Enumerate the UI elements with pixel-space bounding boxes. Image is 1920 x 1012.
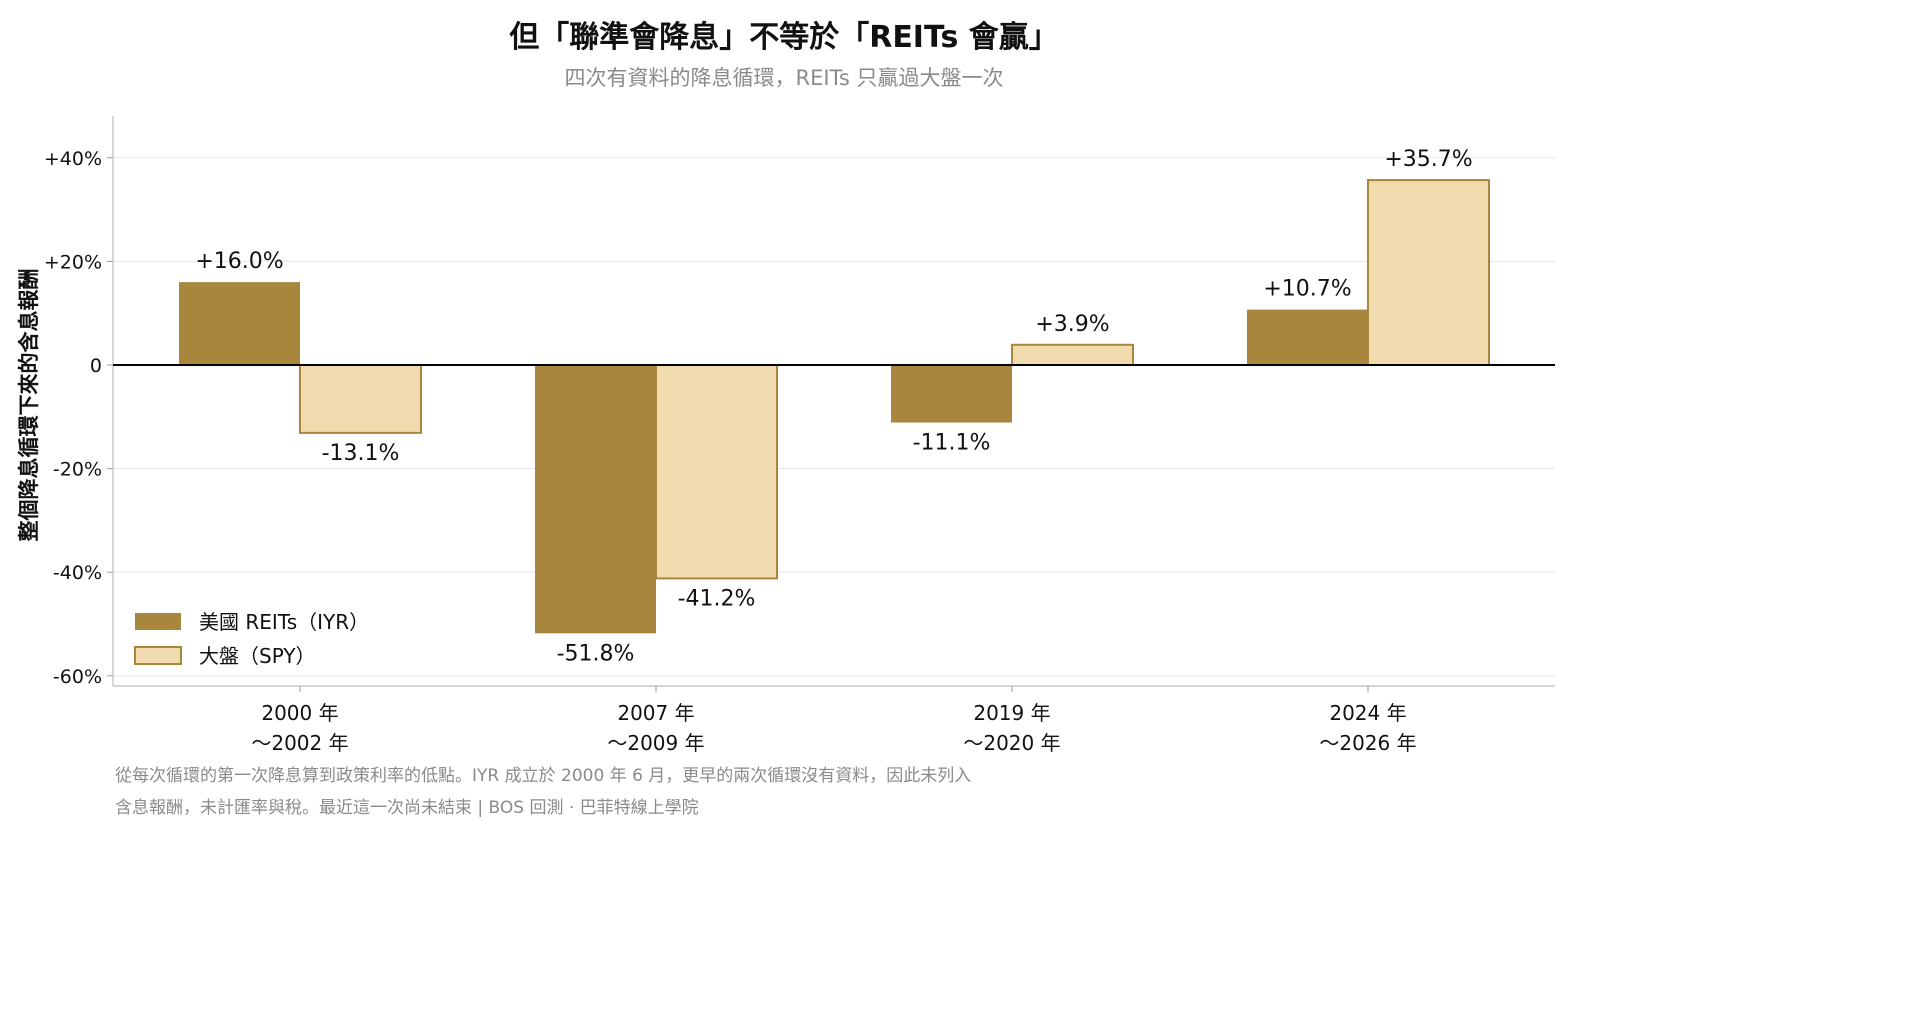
footnote-line-1: 從每次循環的第一次降息算到政策利率的低點。IYR 成立於 2000 年 6 月，… bbox=[115, 766, 972, 786]
legend-swatch bbox=[134, 646, 182, 665]
bar-reits bbox=[179, 282, 300, 365]
x-tick-label: ～2009 年 bbox=[607, 731, 704, 755]
bar-reits bbox=[535, 365, 656, 634]
chart-title: 但「聯準會降息」不等於「REITs 會贏」 bbox=[509, 20, 1059, 55]
x-tick-label: 2019 年 bbox=[973, 701, 1050, 725]
legend-label: 大盤（SPY） bbox=[199, 644, 316, 668]
data-label: +16.0% bbox=[195, 249, 283, 274]
axes: +40% +20% 0 -20% -40% -60% 2000 年 ～2002 年 2007 年… bbox=[17, 116, 1555, 755]
legend-swatch bbox=[135, 613, 181, 630]
bars bbox=[179, 179, 1490, 634]
data-label: -41.2% bbox=[678, 586, 756, 611]
data-labels: +16.0% -51.8% -11.1% +10.7% -13.1% -41.2% +3.9… bbox=[195, 147, 1472, 666]
data-label: +3.9% bbox=[1035, 312, 1109, 337]
data-label: -11.1% bbox=[913, 430, 991, 455]
x-tick-label: 2024 年 bbox=[1329, 701, 1406, 725]
data-label: -13.1% bbox=[322, 441, 400, 466]
x-tick-label: ～2020 年 bbox=[963, 731, 1060, 755]
chart-subtitle: 四次有資料的降息循環，REITs 只贏過大盤一次 bbox=[564, 66, 1004, 90]
data-label: +10.7% bbox=[1263, 277, 1351, 302]
bar-reits bbox=[891, 365, 1012, 423]
data-label: -51.8% bbox=[557, 641, 635, 666]
gridlines bbox=[113, 157, 1555, 677]
footnote: 從每次循環的第一次降息算到政策利率的低點。IYR 成立於 2000 年 6 月，… bbox=[115, 760, 1215, 824]
y-tick-label: +40% bbox=[44, 148, 102, 170]
bar-spy bbox=[1367, 179, 1490, 366]
bar-spy bbox=[655, 364, 778, 580]
legend-label: 美國 REITs（IYR） bbox=[199, 610, 369, 634]
bar-chart: +40% +20% 0 -20% -40% -60% 2000 年 ～2002 年 2007 年… bbox=[17, 116, 1555, 755]
y-axis-title: 整個降息循環下來的含息報酬 bbox=[17, 269, 41, 542]
x-tick-label: 2007 年 bbox=[617, 701, 694, 725]
legend: 美國 REITs（IYR） 大盤（SPY） bbox=[134, 610, 369, 668]
bar-spy bbox=[1011, 343, 1134, 367]
y-tick-label: +20% bbox=[44, 251, 102, 273]
y-tick-label: 0 bbox=[90, 355, 102, 377]
x-tick-label: ～2002 年 bbox=[251, 731, 348, 755]
bar-reits bbox=[1247, 309, 1368, 365]
footnote-line-2: 含息報酬，未計匯率與稅。最近這一次尚未結束 | BOS 回測 · 巴菲特線上學院 bbox=[115, 798, 699, 818]
x-tick-label: 2000 年 bbox=[261, 701, 338, 725]
y-tick-label: -60% bbox=[53, 666, 102, 688]
x-tick-label: ～2026 年 bbox=[1319, 731, 1416, 755]
bar-spy bbox=[299, 364, 422, 434]
y-tick-label: -40% bbox=[53, 562, 102, 584]
data-label: +35.7% bbox=[1384, 147, 1472, 172]
y-tick-label: -20% bbox=[53, 459, 102, 481]
